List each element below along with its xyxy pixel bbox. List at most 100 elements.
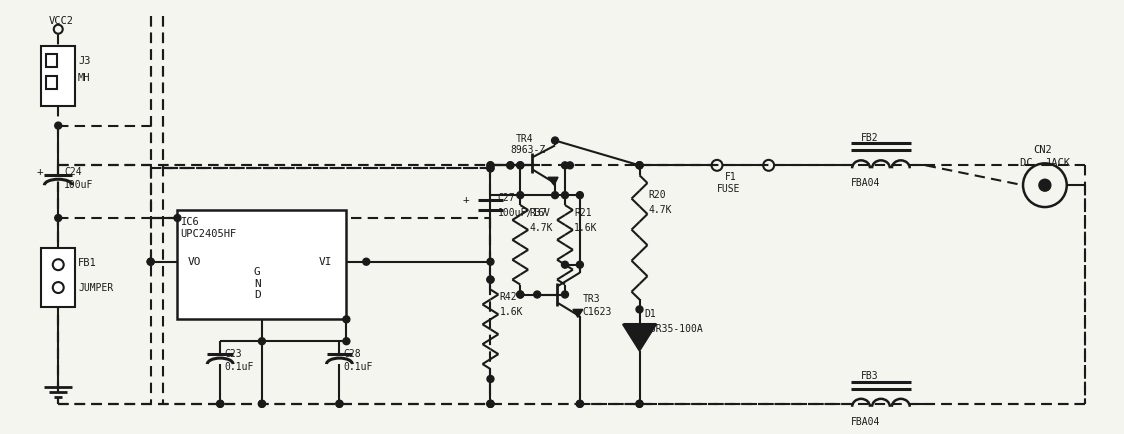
Text: +: + [463,195,470,205]
Text: +: + [36,167,43,177]
Text: VCC2: VCC2 [48,16,73,26]
Circle shape [259,400,265,407]
Text: R21: R21 [574,208,591,218]
Text: FB1: FB1 [78,258,97,268]
Circle shape [636,162,643,169]
Circle shape [487,258,493,265]
Circle shape [566,162,573,169]
Circle shape [577,261,583,268]
Text: FBA04: FBA04 [851,178,880,188]
Text: 1.6K: 1.6K [499,307,523,317]
Circle shape [217,400,224,407]
Text: TR4: TR4 [515,134,533,144]
Circle shape [517,162,524,169]
Circle shape [487,165,493,172]
Text: F1: F1 [725,172,736,182]
Text: 0.1uF: 0.1uF [224,362,254,372]
Text: C28: C28 [344,349,361,359]
Text: FB2: FB2 [861,132,879,142]
Bar [178,210,346,319]
Text: JUMPER: JUMPER [78,283,114,293]
Circle shape [534,291,541,298]
Text: R37: R37 [529,208,547,218]
Text: 4.7K: 4.7K [649,205,672,215]
Bar [46,76,57,89]
Text: 8963-Z: 8963-Z [510,145,545,155]
Circle shape [487,400,493,407]
Text: D: D [254,290,261,300]
Circle shape [577,192,583,199]
Circle shape [55,122,62,129]
Text: UPC2405HF: UPC2405HF [181,229,237,239]
Circle shape [636,162,643,169]
Text: D1: D1 [644,309,656,319]
Circle shape [552,137,559,144]
Bar [46,54,57,67]
Circle shape [562,162,569,169]
Text: 100uF: 100uF [64,180,93,190]
Text: FB3: FB3 [861,371,879,381]
Circle shape [562,261,569,268]
Text: DC  JACK: DC JACK [1021,158,1070,168]
Circle shape [517,192,524,199]
Bar [42,248,75,307]
Text: N: N [254,279,261,289]
Circle shape [259,338,265,345]
Circle shape [636,400,643,407]
Circle shape [517,291,524,298]
Circle shape [1039,179,1051,191]
Text: 4.7K: 4.7K [529,223,553,233]
Circle shape [562,192,569,199]
Circle shape [507,162,514,169]
Circle shape [174,214,181,221]
Text: R42: R42 [499,293,517,302]
Text: CN2: CN2 [1033,145,1052,155]
Text: J3: J3 [78,56,91,66]
Circle shape [562,291,569,298]
Text: C27: C27 [498,193,515,203]
Circle shape [517,291,524,298]
Circle shape [336,400,343,407]
Text: FBA04: FBA04 [851,417,880,427]
Circle shape [343,338,350,345]
Circle shape [217,400,224,407]
Text: G: G [254,266,261,276]
Circle shape [487,375,493,382]
Circle shape [636,306,643,313]
Circle shape [577,400,583,407]
Text: 0.1uF: 0.1uF [344,362,373,372]
Polygon shape [573,309,583,317]
Circle shape [487,400,493,407]
Circle shape [336,400,343,407]
Circle shape [636,400,643,407]
Text: C23: C23 [224,349,242,359]
Text: R20: R20 [649,190,667,200]
Text: FUSE: FUSE [717,184,741,194]
Circle shape [487,162,493,169]
Circle shape [487,162,493,169]
Circle shape [487,276,493,283]
Text: C1623: C1623 [583,307,613,317]
Circle shape [147,258,154,265]
Circle shape [507,162,514,169]
Polygon shape [623,324,656,351]
Text: IC6: IC6 [181,217,199,227]
Circle shape [487,400,493,407]
Bar [42,46,75,106]
Text: C24: C24 [64,167,82,177]
Circle shape [577,400,583,407]
Circle shape [55,214,62,221]
Circle shape [552,192,559,199]
Circle shape [147,258,154,265]
Text: VO: VO [188,257,201,267]
Text: 1.6K: 1.6K [574,223,598,233]
Circle shape [487,165,493,172]
Polygon shape [549,177,558,185]
Circle shape [517,162,524,169]
Circle shape [487,276,493,283]
Text: 1SR35-100A: 1SR35-100A [644,324,704,334]
Text: VI: VI [318,257,332,267]
Circle shape [259,400,265,407]
Circle shape [343,316,350,323]
Circle shape [363,258,370,265]
